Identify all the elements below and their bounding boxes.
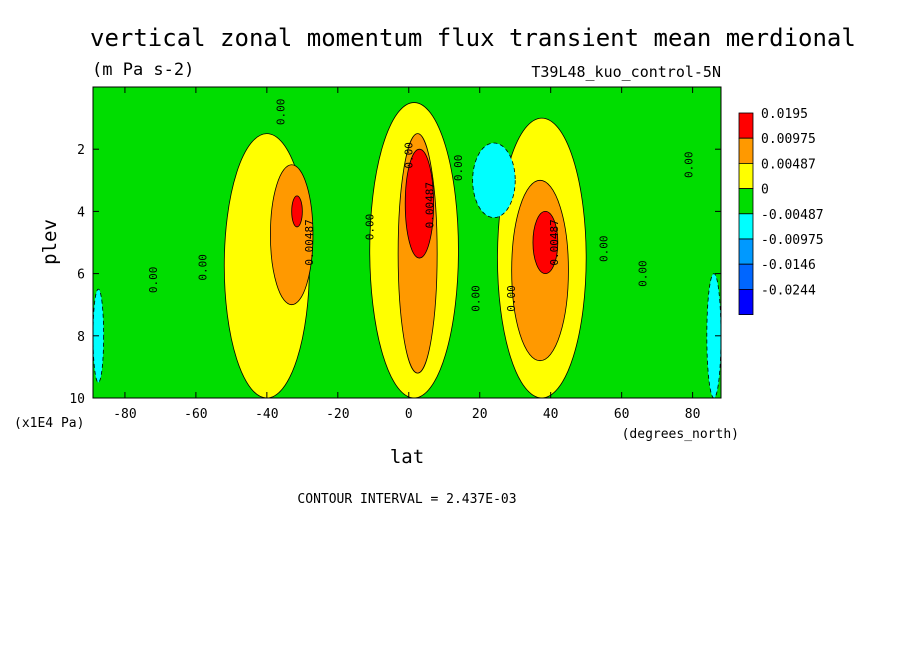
x-tick-label: -80	[113, 407, 136, 422]
legend-swatch	[738, 137, 754, 164]
contour-label: 0.00	[470, 285, 483, 312]
legend-swatch	[738, 288, 754, 315]
contour-label: 0.00	[683, 152, 696, 179]
contour-label: 0.00487	[424, 182, 437, 228]
contour-label: 0.00	[147, 267, 160, 294]
contour-label: 0.00	[505, 285, 518, 312]
legend-label: -0.0146	[761, 258, 816, 273]
legend-swatch	[738, 263, 754, 290]
run-label: T39L48_kuo_control-5N	[531, 63, 721, 81]
legend-label: 0.00487	[761, 157, 816, 172]
y-unit-label: (x1E4 Pa)	[14, 416, 84, 431]
contour-interval-note: CONTOUR INTERVAL = 2.437E-03	[297, 492, 516, 507]
contour-region-orange	[270, 164, 314, 306]
contour-label: 0.00	[636, 260, 649, 287]
contour-label: 0.00	[452, 155, 465, 182]
contour-label: 0.00	[597, 235, 610, 262]
axis-ticks: -80 -60 -40 -20 0 20 40 60 80 2 4 6 8 10	[69, 87, 721, 422]
x-unit-label: (degrees_north)	[622, 427, 739, 442]
x-tick-label: 60	[614, 407, 630, 422]
chart-title: vertical zonal momentum flux transient m…	[90, 24, 856, 52]
x-tick-label: 20	[472, 407, 488, 422]
legend-swatch	[738, 238, 754, 265]
contour-label: 0.00	[275, 99, 288, 126]
contour-label: 0.00487	[303, 219, 316, 265]
legend-label: -0.00975	[761, 233, 824, 248]
x-tick-label: -20	[326, 407, 349, 422]
legend-label: -0.00487	[761, 208, 824, 223]
legend-swatch	[738, 112, 754, 139]
x-tick-label: 0	[405, 407, 413, 422]
colorbar-legend: 0.0195 0.00975 0.00487 0 -0.00487 -0.00975 -0.…	[738, 107, 824, 315]
legend-swatch	[738, 162, 754, 189]
contour-label: 0.00	[197, 254, 210, 281]
x-tick-label: 80	[685, 407, 701, 422]
x-tick-label: -40	[255, 407, 278, 422]
x-tick-label: 40	[543, 407, 559, 422]
y-tick-label: 2	[77, 143, 85, 158]
contour-region-red	[532, 210, 559, 274]
contour-label: 0.00487	[548, 219, 561, 265]
y-tick-label: 10	[69, 392, 85, 407]
y-axis-title: plev	[39, 219, 61, 265]
plot-frame	[92, 86, 722, 399]
y-tick-label: 6	[77, 268, 85, 283]
legend-label: 0.0195	[761, 107, 808, 122]
contour-label: 0.00	[402, 142, 415, 169]
y-tick-label: 8	[77, 330, 85, 345]
legend-swatch	[738, 213, 754, 240]
x-axis-title: lat	[390, 446, 424, 468]
x-tick-label: -60	[184, 407, 207, 422]
contour-label: 0.00	[363, 214, 376, 241]
legend-swatch	[738, 188, 754, 215]
legend-label: -0.0244	[761, 283, 816, 298]
contour-region-red	[404, 148, 435, 259]
legend-label: 0	[761, 183, 769, 198]
chart-subtitle: (m Pa s-2)	[92, 60, 194, 80]
y-tick-label: 4	[77, 205, 85, 220]
legend-label: 0.00975	[761, 132, 816, 147]
plot-area: 0.00 0.00 0.00 0.00 0.00487 0.00487 0.00487 0.0…	[93, 87, 721, 398]
contour-region-red	[291, 195, 303, 228]
contour-region-cyan	[472, 142, 516, 219]
